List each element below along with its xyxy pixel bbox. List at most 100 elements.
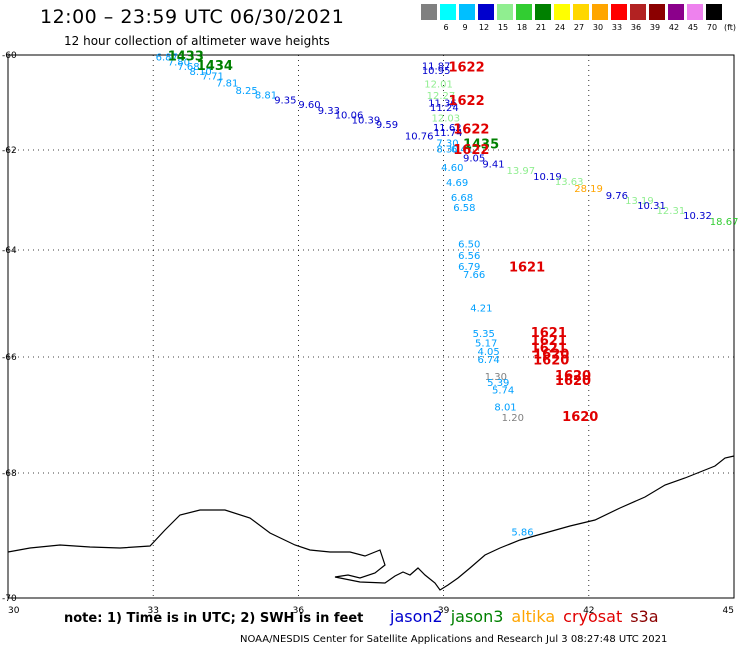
wave-height-value: 10.19 [533, 172, 562, 183]
wave-height-value: 10.39 [352, 115, 381, 126]
wave-height-value: 4.21 [470, 304, 492, 315]
map-title: 12:00 – 23:59 UTC 06/30/2021 [40, 6, 345, 28]
wave-height-value: 5.35 [473, 329, 495, 340]
legend-label: 42 [668, 23, 680, 32]
wave-height-values: 6.877.807.688.107.717.818.258.819.35 9.60… [156, 53, 739, 539]
wave-height-value: 11.74 [434, 128, 463, 139]
legend-swatch [630, 4, 646, 20]
wave-height-value: 12.27 [427, 91, 456, 102]
pass-time-label: 1621 [531, 334, 567, 349]
pass-time-label: 1620 [562, 410, 598, 425]
satellite-label: s3a [630, 607, 659, 626]
map-frame [7, 54, 735, 599]
longitude-label: 45 [723, 606, 734, 616]
wave-height-value: 7.81 [216, 78, 238, 89]
satellite-label: jason2 [390, 607, 443, 626]
wave-height-value: 13.97 [507, 166, 536, 177]
wave-height-value: 13.63 [555, 177, 584, 188]
legend-label: 45 [687, 23, 699, 32]
pass-time-label: 1433 [168, 50, 204, 65]
legend-swatch [706, 4, 722, 20]
legend-swatch [535, 4, 551, 20]
legend-label: 33 [611, 23, 623, 32]
legend-label: 30 [592, 23, 604, 32]
wave-height-value: 6.58 [453, 203, 475, 214]
legend-label: 27 [573, 23, 585, 32]
wave-height-value: 1.30 [485, 372, 507, 383]
legend-swatch [516, 4, 532, 20]
satellite-label: altika [511, 607, 556, 626]
wave-height-value: 9.59 [376, 120, 398, 131]
satellite-label: jason3 [450, 607, 504, 626]
wave-height-value: 4.05 [477, 347, 499, 358]
wave-height-value: 9.60 [298, 100, 320, 111]
pass-time-label: 1622 [448, 61, 484, 76]
wave-height-value: 9.76 [606, 191, 628, 202]
wave-height-value: 1.20 [502, 413, 524, 424]
wave-height-value: 12.31 [657, 206, 686, 217]
latitude-label: -62 [2, 146, 17, 156]
wave-height-value: 7.68 [177, 62, 199, 73]
legend-label: 70 [706, 23, 718, 32]
wave-height-value: 10.06 [335, 111, 364, 122]
wave-height-value: 5.39 [487, 378, 509, 389]
footer-credit: NOAA/NESDIS Center for Satellite Applica… [240, 634, 668, 645]
latitude-label: -68 [2, 469, 17, 479]
wave-height-value: 4.60 [441, 163, 463, 174]
wave-height-value: 5.74 [492, 386, 514, 397]
longitude-label: 42 [583, 606, 594, 616]
legend-swatch [478, 4, 494, 20]
longitude-label: 36 [293, 606, 305, 616]
wave-height-value: 9.05 [463, 154, 485, 165]
wave-height-value: 6.79 [458, 262, 480, 273]
wave-height-value: 12.03 [432, 114, 461, 125]
note-text: note: 1) Time is in UTC; 2) SWH is in fe… [64, 611, 364, 626]
legend-label: 21 [535, 23, 547, 32]
pass-time-label: 1434 [197, 59, 233, 74]
wave-height-value: 8.01 [494, 402, 516, 413]
wave-height-value: 8.10 [190, 67, 212, 78]
wave-height-value: 7.80 [168, 57, 190, 68]
longitude-labels: 30 33 36 39 42 45 [8, 606, 734, 616]
pass-time-label: 1620 [533, 348, 569, 363]
wave-height-value: 10.76 [405, 132, 434, 143]
wave-height-value: 6.50 [458, 240, 480, 251]
wave-height-value: 8.30 [436, 145, 458, 156]
latitude-label: -66 [2, 353, 17, 363]
legend-swatch [421, 4, 437, 20]
legend-label: 24 [554, 23, 566, 32]
wave-height-value: 6.87 [156, 53, 178, 64]
map-subtitle: 12 hour collection of altimeter wave hei… [64, 34, 330, 48]
wave-height-value: 10.31 [637, 201, 666, 212]
pass-time-label: 1620 [555, 374, 591, 389]
satellite-legend: jason2 jason3 altika cryosat s3a [390, 607, 667, 626]
wave-height-value: 4.69 [446, 178, 468, 189]
longitude-label: 30 [8, 606, 20, 616]
pass-time-label: 1621 [531, 342, 567, 357]
pass-time-label: 1622 [453, 122, 489, 137]
wave-height-value: 5.86 [511, 528, 533, 539]
longitude-label: 39 [438, 606, 450, 616]
coastline [7, 455, 735, 591]
wave-height-value: 6.68 [451, 193, 473, 204]
legend-swatch [592, 4, 608, 20]
wave-height-value: 11.36 [428, 98, 457, 109]
graticule [8, 55, 734, 598]
wave-height-value: 7.66 [463, 270, 485, 281]
wave-height-value: 12.01 [424, 79, 453, 90]
legend-label: 12 [478, 23, 490, 32]
wave-height-value: 11.24 [430, 103, 459, 114]
legend-swatch [649, 4, 665, 20]
wave-height-value: 28.19 [574, 184, 603, 195]
wave-height-value: 6.56 [458, 251, 480, 262]
legend-swatch [497, 4, 513, 20]
legend-swatch [687, 4, 703, 20]
wave-height-value: 11.62 [433, 123, 462, 134]
latitude-label: -70 [2, 594, 17, 604]
wave-height-value: 6.74 [477, 355, 499, 366]
wave-height-value: 7.30 [436, 139, 458, 150]
wave-height-value: 7.71 [202, 72, 224, 83]
satellite-label: cryosat [563, 607, 623, 626]
wave-height-value: 11.87 [422, 61, 451, 72]
legend-swatch [573, 4, 589, 20]
